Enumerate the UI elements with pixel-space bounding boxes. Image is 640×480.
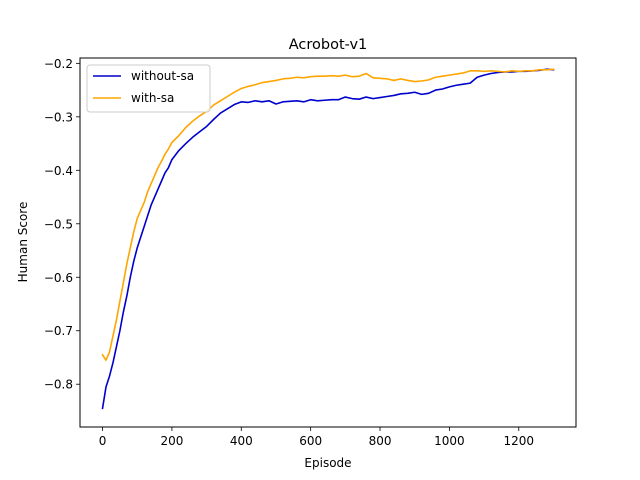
x-tick-label: 600 (299, 434, 322, 448)
x-tick-label: 1000 (434, 434, 465, 448)
chart-title: Acrobot-v1 (289, 37, 368, 53)
y-tick-label: −0.3 (44, 110, 73, 124)
y-tick-label: −0.2 (44, 57, 73, 71)
plot-area (101, 68, 555, 410)
y-tick-label: −0.4 (44, 164, 73, 178)
series-line-without-sa (101, 68, 555, 410)
axes-frame (79, 57, 577, 428)
y-tick-label: −0.7 (44, 324, 73, 338)
legend-label-with-sa: with-sa (131, 91, 174, 105)
x-tick-label: 800 (369, 434, 392, 448)
series-line-with-sa (101, 68, 555, 361)
x-axis-ticks: 0 200 400 600 800 1000 1200 (99, 427, 534, 448)
y-axis-label: Human Score (16, 202, 30, 283)
x-tick-label: 400 (230, 434, 253, 448)
legend-label-without-sa: without-sa (131, 69, 194, 83)
y-tick-label: −0.5 (44, 217, 73, 231)
x-tick-label: 200 (160, 434, 183, 448)
y-tick-label: −0.6 (44, 271, 73, 285)
legend: without-sa with-sa (86, 64, 211, 113)
x-tick-label: 0 (99, 434, 107, 448)
x-axis-label: Episode (304, 456, 351, 470)
y-axis-ticks: −0.8 −0.7 −0.6 −0.5 −0.4 −0.3 −0.2 (44, 57, 80, 392)
y-tick-label: −0.8 (44, 378, 73, 392)
x-tick-label: 1200 (503, 434, 534, 448)
